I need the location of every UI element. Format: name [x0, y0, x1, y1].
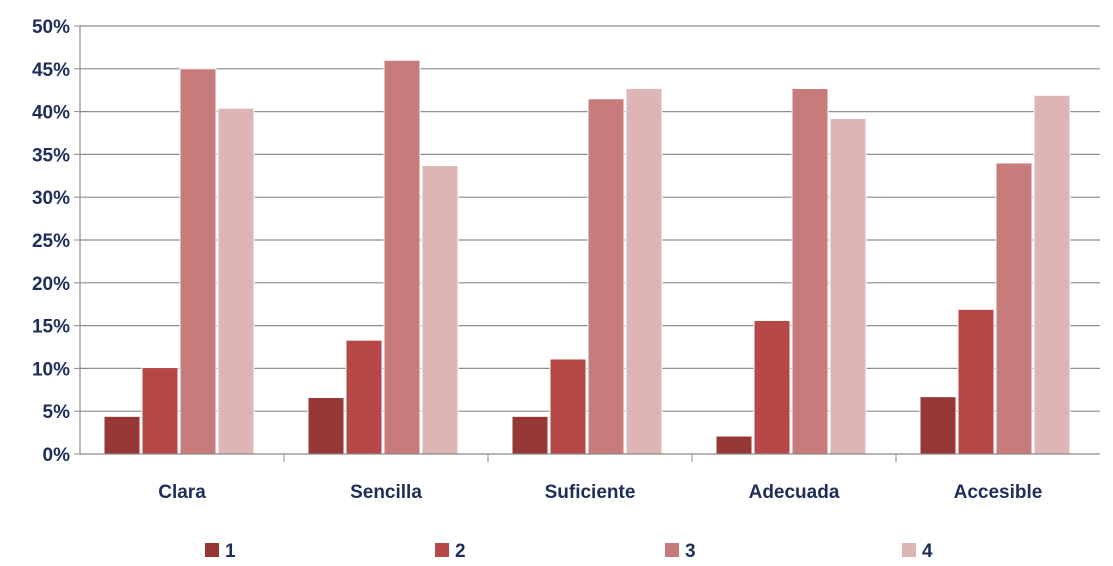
y-tick-label: 40%: [32, 103, 70, 124]
y-tick-label: 0%: [43, 445, 71, 466]
legend-label-2: 2: [455, 541, 466, 561]
bars: [103, 59, 1071, 455]
bar-sencilla-series-1: [307, 397, 345, 455]
bar-adecuada-series-1: [715, 435, 753, 455]
bar-clara-series-1: [103, 415, 141, 455]
y-tick-label: 10%: [32, 359, 70, 380]
bar-sencilla-series-3: [383, 59, 421, 455]
x-tick-label: Suficiente: [545, 482, 636, 503]
y-tick-label: 50%: [32, 17, 70, 38]
bar-accesible-series-3: [995, 162, 1033, 455]
legend-label-1: 1: [225, 541, 236, 561]
legend-label-3: 3: [685, 541, 696, 561]
bar-suficiente-series-1: [511, 415, 549, 455]
x-tick-label: Accesible: [954, 482, 1043, 503]
bar-accesible-series-1: [919, 396, 957, 455]
bar-suficiente-series-4: [625, 87, 663, 455]
y-axis-ticks: 0% 5% 10% 15% 20% 25% 30% 35% 40% 45% 50%: [32, 17, 70, 466]
x-tick-label: Clara: [158, 482, 206, 503]
bar-clara-series-3: [179, 68, 217, 455]
bar-sencilla-series-2: [345, 339, 383, 455]
bar-accesible-series-4: [1033, 94, 1071, 455]
axes: [74, 25, 1100, 462]
bar-clara-series-2: [141, 367, 179, 455]
y-tick-label: 35%: [32, 145, 70, 166]
legend-label-4: 4: [922, 541, 933, 561]
y-tick-label: 25%: [32, 231, 70, 252]
legend-swatch-2: [435, 543, 449, 557]
bar-adecuada-series-4: [829, 117, 867, 455]
y-tick-label: 20%: [32, 274, 70, 295]
x-tick-label: Adecuada: [749, 482, 840, 503]
y-tick-label: 5%: [43, 402, 71, 423]
y-tick-label: 30%: [32, 188, 70, 209]
bar-accesible-series-2: [957, 308, 995, 455]
x-tick-label: Sencilla: [350, 482, 422, 503]
legend-swatch-4: [902, 543, 916, 557]
x-axis-ticks: Clara Sencilla Suficiente Adecuada Accesible: [158, 482, 1042, 503]
bar-suficiente-series-3: [587, 98, 625, 455]
bar-adecuada-series-2: [753, 319, 791, 455]
legend-swatch-3: [665, 543, 679, 557]
legend-swatch-1: [205, 543, 219, 557]
bar-adecuada-series-3: [791, 87, 829, 455]
bar-suficiente-series-2: [549, 358, 587, 455]
bar-sencilla-series-4: [421, 165, 459, 455]
y-tick-label: 45%: [32, 60, 70, 81]
y-tick-label: 15%: [32, 317, 70, 338]
legend: 1 2 3 4: [205, 541, 933, 562]
bar-clara-series-4: [217, 107, 255, 455]
